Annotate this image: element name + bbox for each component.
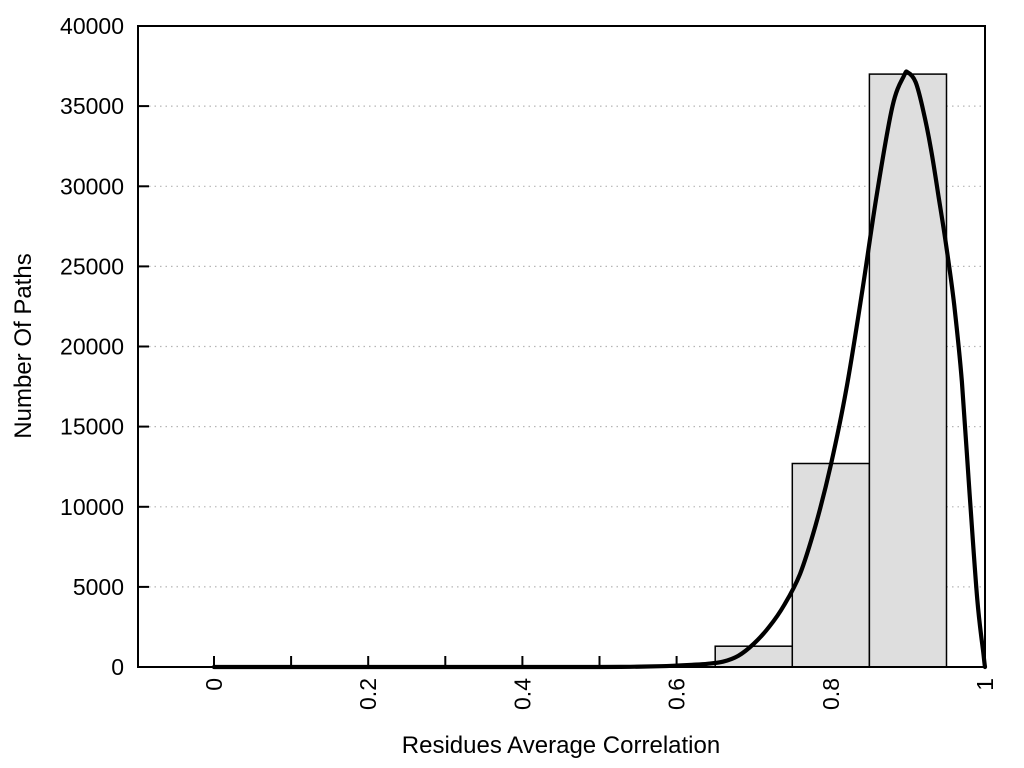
y-tick-label: 30000 [60,173,124,199]
x-tick-label: 0.6 [664,678,690,710]
bar-layer [714,73,948,668]
y-tick-label: 5000 [73,574,124,600]
y-tick-label: 10000 [60,494,124,520]
density-curve [211,69,988,670]
y-tick-label: 40000 [60,13,124,39]
y-tick-label: 0 [111,654,124,680]
y-tick-label: 15000 [60,414,124,440]
x-tick-label: 0.2 [355,678,381,710]
label-layer: 0 5000 10000 15000 20000 25000 30000 35000 40000… [60,13,998,710]
y-tick-label: 35000 [60,93,124,119]
x-tick-label: 0.4 [509,678,535,710]
x-tick-label: 0 [201,678,227,691]
histogram-bar [714,645,794,668]
grid-layer [138,105,985,588]
y-tick-label: 25000 [60,253,124,279]
y-tick-label: 20000 [60,334,124,360]
x-tick-label: 0.8 [818,678,844,710]
x-axis-title: Residues Average Correlation [402,732,720,759]
y-axis-title: Number Of Paths [10,253,37,438]
x-tick-label: 1 [972,678,998,691]
